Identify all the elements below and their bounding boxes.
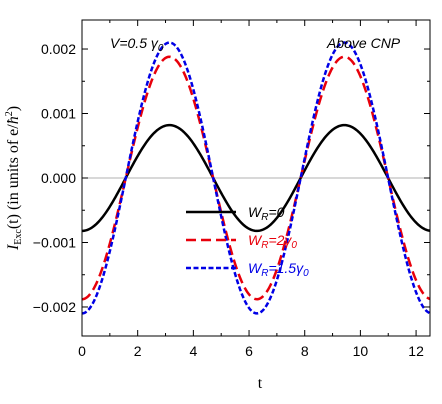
x-tick-label: 0 [78,343,86,359]
x-tick-label: 10 [353,343,369,359]
series-line-2 [81,41,431,315]
y-tick-label: −0.002 [33,299,76,315]
x-tick-label: 2 [134,343,142,359]
annotation-voltage: V=0.5 γ0 [110,35,164,54]
legend-label-1: WR=2γ0 [248,232,297,251]
y-tick-label: 0.000 [41,170,76,186]
y-tick-label: 0.002 [41,41,76,57]
series-line-1 [81,55,431,301]
legend-label-0: WR=0 [248,204,285,223]
y-tick-label: 0.001 [41,106,76,122]
x-tick-label: 12 [408,343,424,359]
x-axis-title: t [258,375,263,392]
x-tick-label: 4 [189,343,197,359]
x-tick-label: 6 [245,343,253,359]
x-tick-label: 8 [301,343,309,359]
annotation-above-cnp: Above CNP [326,35,401,51]
y-tick-label: −0.001 [33,234,76,250]
y-axis-title: IExc(t) (in units of e/ħ2) [4,106,24,251]
series-line-0 [81,123,431,233]
legend-label-2: WR=1.5γ0 [248,260,309,279]
